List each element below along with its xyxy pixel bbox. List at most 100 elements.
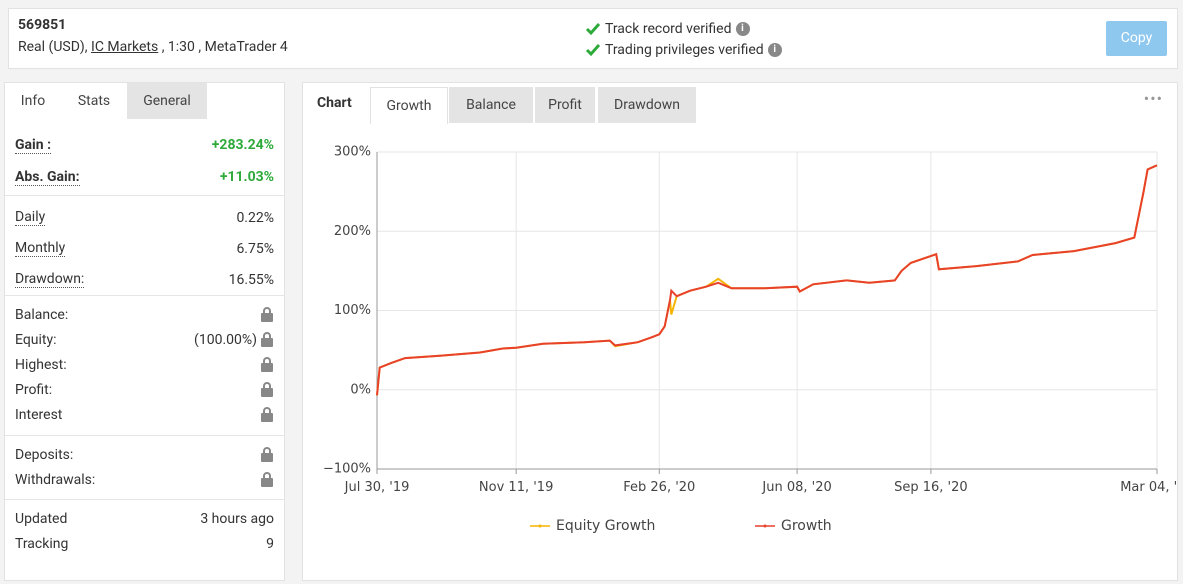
stats-group: Gain : +283.24% Abs. Gain: +11.03% <box>5 123 284 199</box>
x-tick-label: Sep 16, '20 <box>894 480 968 495</box>
account-type: Real (USD), <box>18 39 88 55</box>
x-tick-label: Jul 30, '19 <box>344 480 410 495</box>
stats-label: Abs. Gain: <box>15 168 80 186</box>
chart-tab[interactable]: Growth <box>370 87 448 124</box>
stats-row: Interest <box>15 402 274 427</box>
stats-value-text: 3 hours ago <box>200 510 274 527</box>
stats-value <box>260 357 274 372</box>
stats-value-text: (100.00%) <box>194 331 257 348</box>
legend-marker <box>538 524 542 528</box>
stats-row: Profit: <box>15 377 274 402</box>
x-tick-label: Jun 08, '20 <box>761 480 831 495</box>
stats-label: Updated <box>15 510 68 527</box>
stats-value: (100.00%) <box>194 332 274 348</box>
stats-row: Drawdown: 16.55% <box>15 264 274 295</box>
stats-row: Updated 3 hours ago <box>15 506 274 531</box>
stats-row: Monthly 6.75% <box>15 233 274 264</box>
verified-item: Track record verified i <box>585 18 782 39</box>
y-tick-label: −100% <box>323 462 371 477</box>
chart-tab[interactable]: Profit <box>535 87 595 123</box>
stats-row: Abs. Gain: +11.03% <box>15 161 274 193</box>
stats-label: Gain : <box>15 136 52 154</box>
account-id: 569851 <box>18 17 67 33</box>
check-icon <box>585 43 601 56</box>
stats-value <box>260 447 274 462</box>
tab[interactable]: Info <box>5 83 61 119</box>
lock-icon <box>261 357 273 372</box>
x-tick-label: Mar 04, '21 <box>1120 480 1178 495</box>
stats-value: 3 hours ago <box>200 511 274 527</box>
stats-label: Withdrawals: <box>15 471 96 488</box>
stats-label: Profit: <box>15 381 53 398</box>
stats-label: Highest: <box>15 356 67 373</box>
lock-icon <box>261 332 273 347</box>
stats-value: 6.75% <box>236 241 274 257</box>
stats-label: Interest <box>15 406 63 423</box>
stats-row: Gain : +283.24% <box>15 129 274 161</box>
stats-value-text: 0.22% <box>236 209 274 226</box>
stats-label: Drawdown: <box>15 271 85 288</box>
account-details-rest: , 1:30 , MetaTrader 4 <box>161 39 288 55</box>
stats-value-text: +283.24% <box>211 137 274 153</box>
stats-value-text: 9 <box>266 535 274 552</box>
legend-label: Equity Growth <box>556 518 655 534</box>
stats-group: Balance: Equity: (100.00%) Highest: Profit: I… <box>5 295 284 433</box>
stats-row: Withdrawals: <box>15 467 274 492</box>
verified-text: Track record verified <box>605 20 732 37</box>
more-menu[interactable]: ••• <box>1143 89 1163 108</box>
stats-row: Balance: <box>15 302 274 327</box>
tab[interactable]: General <box>127 83 207 119</box>
lock-icon <box>261 407 273 422</box>
lock-icon <box>261 447 273 462</box>
stats-value-text: +11.03% <box>219 169 274 185</box>
check-icon <box>585 22 601 35</box>
chart-panel: Chart ••• Growth Balance Profit Drawdown <box>302 82 1178 581</box>
stats-panel: Info Stats General Gain : +283.24% Abs. Gain:… <box>4 82 285 581</box>
stats-value <box>260 382 274 397</box>
verified-text: Trading privileges verified <box>605 41 764 58</box>
broker-link[interactable]: IC Markets <box>91 39 159 55</box>
stats-row: Highest: <box>15 352 274 377</box>
stats-value: +11.03% <box>220 169 274 185</box>
stats-value-text: 6.75% <box>236 240 274 257</box>
account-details: Real (USD), IC Markets , 1:30 , MetaTrad… <box>18 39 288 55</box>
chart-tab[interactable]: Drawdown <box>598 87 696 123</box>
tab-bar: Info Stats General <box>5 83 284 119</box>
growth-line <box>376 164 1158 396</box>
account-header: 569851 Real (USD), IC Markets , 1:30 , M… <box>8 8 1178 69</box>
stats-row: Equity: (100.00%) <box>15 327 274 352</box>
stats-label: Equity: <box>15 331 57 348</box>
stats-label: Monthly <box>15 240 66 257</box>
stats-group: Daily 0.22% Monthly 6.75% Drawdown: 16.55% <box>5 195 284 301</box>
x-tick-label: Nov 11, '19 <box>479 480 553 495</box>
stats-value: 16.55% <box>229 272 274 288</box>
copy-button[interactable]: Copy <box>1106 21 1167 56</box>
stats-value <box>260 472 274 487</box>
info-icon[interactable]: i <box>767 42 782 57</box>
legend-item[interactable]: Growth <box>755 518 832 534</box>
verified-item: Trading privileges verified i <box>585 39 782 60</box>
info-icon[interactable]: i <box>735 21 750 36</box>
legend-marker <box>763 524 767 528</box>
y-tick-label: 200% <box>334 224 371 239</box>
stats-value: 0.22% <box>236 210 274 226</box>
x-tick-label: Feb 26, '20 <box>623 480 695 495</box>
stats-value <box>260 307 274 322</box>
stats-label: Deposits: <box>15 446 74 463</box>
stats-group: Deposits: Withdrawals: <box>5 435 284 498</box>
lock-icon <box>261 472 273 487</box>
lock-icon <box>261 307 273 322</box>
growth-line <box>376 164 1158 396</box>
stats-group: Updated 3 hours ago Tracking 9 <box>5 499 284 562</box>
stats-label: Daily <box>15 209 46 226</box>
y-tick-label: 100% <box>334 303 371 318</box>
verified-list: Track record verified i Trading privileges… <box>585 18 782 60</box>
chart: −100% 0% 100% 200% 300% Jul 30, '19 Nov 11, '1… <box>323 145 1178 535</box>
stats-row: Daily 0.22% <box>15 202 274 233</box>
stats-value: 9 <box>266 536 274 552</box>
legend-item[interactable]: Equity Growth <box>530 518 655 534</box>
chart-tab[interactable]: Balance <box>449 87 533 123</box>
stats-value <box>260 407 274 422</box>
stats-row: Deposits: <box>15 442 274 467</box>
tab[interactable]: Stats <box>63 83 125 119</box>
